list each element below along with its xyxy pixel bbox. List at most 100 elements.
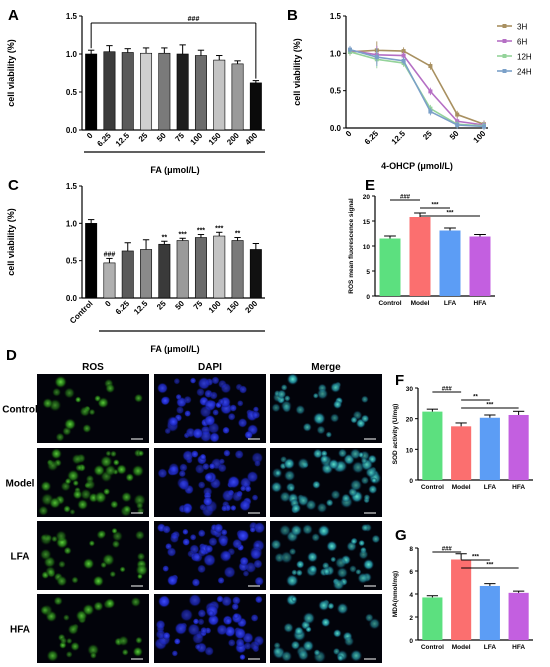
- cell-nucleus: [66, 637, 73, 645]
- cell-nucleus: [164, 427, 172, 435]
- chart-g: 0 2 4 6 8 Control Model LFA HFA MDA(nmol/mg) ### **…: [392, 546, 533, 651]
- cell-nucleus: [116, 464, 127, 475]
- cell-nucleus: [216, 595, 224, 603]
- cell-nucleus: [329, 413, 340, 423]
- bar: [249, 82, 262, 131]
- cell-nucleus: [283, 395, 291, 402]
- x-tick-label: HFA: [512, 484, 525, 491]
- panel-label-c: C: [8, 177, 19, 194]
- bar: [176, 240, 189, 299]
- legend-marker: [502, 24, 507, 28]
- bar: [231, 63, 244, 131]
- y-axis-label: ROS mean fluorescence signal: [348, 198, 355, 294]
- bar: [85, 223, 98, 299]
- cell-nucleus: [274, 469, 282, 477]
- cell-nucleus: [297, 649, 309, 661]
- legend-marker: [502, 39, 507, 43]
- significance-label: ***: [197, 228, 205, 235]
- x-tick-label: 12.5: [132, 299, 150, 317]
- cell-nucleus: [350, 538, 358, 545]
- panel-label-g: G: [395, 527, 407, 544]
- cell-nucleus: [88, 408, 96, 416]
- cell-nucleus: [217, 398, 225, 405]
- cell-nucleus: [197, 609, 207, 618]
- significance-label: ***: [472, 555, 480, 561]
- bar: [140, 249, 153, 299]
- cell-nucleus: [302, 524, 313, 535]
- cell-nucleus: [349, 565, 357, 573]
- cell-nucleus: [336, 654, 344, 662]
- y-tick-label: 0.5: [66, 257, 78, 266]
- cell-nucleus: [362, 558, 375, 571]
- cell-nucleus: [337, 448, 348, 458]
- bar: [249, 249, 262, 299]
- y-tick-label: 0: [366, 294, 370, 301]
- bar: [176, 53, 189, 131]
- y-tick-label: 0.5: [66, 88, 78, 97]
- x-tick-label: Model: [452, 484, 471, 491]
- cell-nucleus: [290, 640, 301, 650]
- cell-nucleus: [325, 431, 333, 438]
- row-label: Model: [6, 479, 35, 490]
- cell-nucleus: [184, 410, 192, 418]
- cell-nucleus: [280, 383, 288, 392]
- cell-nucleus: [317, 524, 331, 538]
- cell-nucleus: [288, 484, 295, 492]
- cell-nucleus: [253, 521, 266, 534]
- x-tick-label: 100: [472, 129, 488, 145]
- y-tick-label: 0.0: [66, 126, 78, 135]
- y-tick-label: 1.5: [66, 12, 78, 21]
- legend-label: 24H: [517, 68, 532, 77]
- cell-nucleus: [105, 383, 116, 394]
- x-tick-label: 0: [103, 299, 113, 309]
- significance-label: ***: [446, 211, 454, 217]
- cell-nucleus: [276, 389, 287, 399]
- cell-nucleus: [302, 422, 312, 432]
- cell-nucleus: [183, 395, 192, 404]
- cell-nucleus: [302, 611, 316, 625]
- cell-nucleus: [270, 481, 283, 493]
- cell-nucleus: [332, 629, 342, 638]
- cell-nucleus: [72, 489, 83, 500]
- bar: [121, 52, 134, 131]
- cell-nucleus: [221, 595, 233, 607]
- bar: [158, 52, 171, 131]
- cell-nucleus: [270, 539, 282, 551]
- cell-nucleus: [135, 563, 148, 577]
- cell-nucleus: [42, 397, 54, 409]
- cell-nucleus: [239, 653, 246, 661]
- cell-nucleus: [162, 631, 171, 640]
- x-tick-label: 50: [155, 131, 168, 144]
- cell-nucleus: [55, 530, 67, 542]
- cell-nucleus: [250, 548, 262, 561]
- cell-nucleus: [283, 457, 295, 470]
- bar: [479, 585, 500, 640]
- y-tick-label: 0: [409, 478, 413, 485]
- cell-nucleus: [286, 373, 299, 386]
- cell-nucleus: [168, 416, 179, 427]
- cell-nucleus: [197, 618, 205, 626]
- cell-nucleus: [363, 493, 371, 501]
- y-tick-label: 20: [363, 194, 371, 201]
- cell-nucleus: [365, 466, 377, 478]
- cell-nucleus: [306, 551, 318, 563]
- y-tick-label: 6: [409, 569, 413, 576]
- cell-nucleus: [232, 612, 240, 620]
- x-tick-label: Control: [421, 644, 444, 651]
- cell-nucleus: [360, 414, 370, 423]
- bar: [479, 417, 500, 480]
- cell-nucleus: [217, 533, 229, 546]
- cell-nucleus: [326, 540, 338, 552]
- cell-nucleus: [280, 551, 293, 564]
- cell-nucleus: [244, 430, 254, 440]
- cell-nucleus: [283, 469, 296, 482]
- bar: [469, 236, 491, 296]
- cell-nucleus: [227, 412, 236, 421]
- chart-a: 0.0 0.5 1.0 1.5 0 6.25 12.5 25 50 75 100 150 200 400 c…: [6, 12, 265, 175]
- cell-nucleus: [350, 416, 358, 424]
- cell-nucleus: [360, 476, 370, 485]
- cell-nucleus: [75, 463, 83, 472]
- x-tick-label: 0: [85, 131, 95, 141]
- cell-nucleus: [254, 595, 263, 604]
- cell-nucleus: [360, 457, 368, 465]
